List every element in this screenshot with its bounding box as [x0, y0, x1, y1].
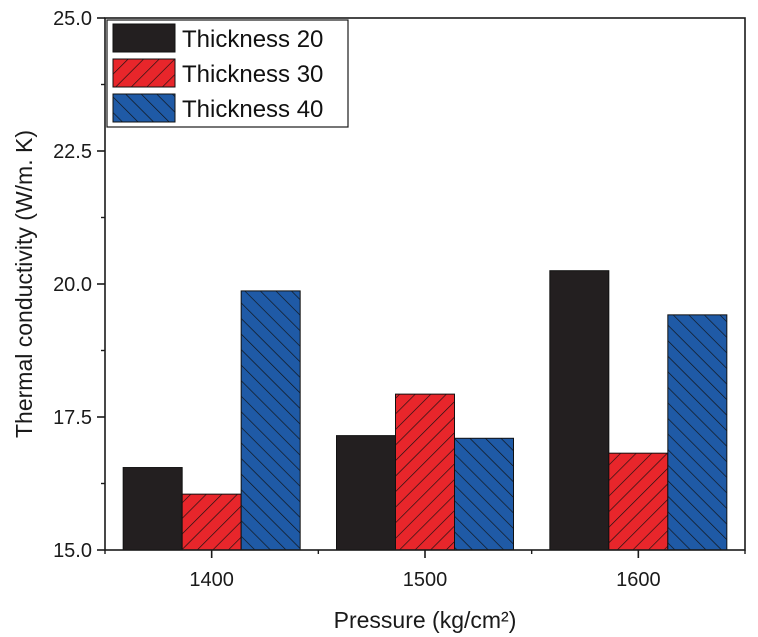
- y-tick-label: 15.0: [53, 540, 92, 562]
- legend: Thickness 20 Thickness 30 Thickness 40: [106, 19, 349, 128]
- legend-swatch: [112, 93, 176, 123]
- bar-thickness-20-1400: [122, 467, 183, 551]
- legend-label: Thickness 20: [182, 26, 323, 53]
- legend-swatch: [112, 58, 176, 88]
- x-tick-label: 1600: [616, 569, 661, 591]
- bar-thickness-40-1500: [454, 437, 514, 551]
- bar-thickness-40-1400: [240, 290, 301, 551]
- bars-layer: [122, 270, 728, 551]
- y-tick-label: 17.5: [53, 407, 92, 429]
- bar-thickness-20-1600: [549, 270, 610, 551]
- bar-thickness-20-1500: [336, 435, 396, 551]
- x-tick-label: 1500: [403, 569, 448, 591]
- x-axis-title: Pressure (kg/cm²): [334, 607, 517, 633]
- axes-layer: 15.0 17.5 20.0 22.5 25.0 1400 1500 1600: [53, 8, 746, 591]
- y-tick-label: 20.0: [53, 274, 92, 296]
- legend-label: Thickness 40: [182, 96, 323, 123]
- bar-thickness-30-1400: [181, 493, 242, 551]
- bar-thickness-30-1500: [395, 393, 455, 551]
- y-tick-label: 25.0: [53, 8, 92, 30]
- legend-label: Thickness 30: [182, 61, 323, 88]
- y-axis-title: Thermal conductivity (W/m. K): [11, 130, 37, 438]
- bar-thickness-30-1600: [608, 452, 669, 551]
- y-tick-label: 22.5: [53, 141, 92, 163]
- x-tick-label: 1400: [189, 569, 234, 591]
- legend-swatch: [112, 23, 176, 53]
- bar-thickness-40-1600: [667, 314, 728, 551]
